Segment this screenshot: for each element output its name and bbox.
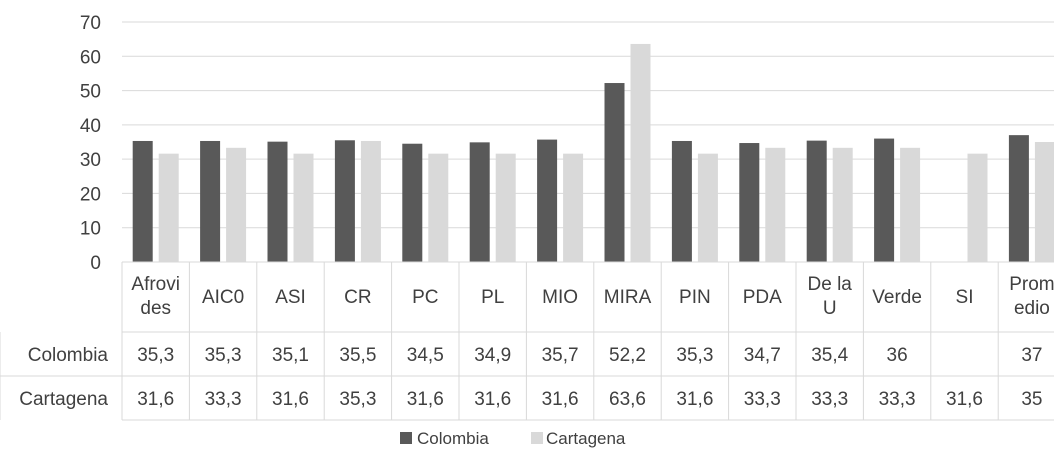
category-label: CR — [344, 287, 371, 308]
bar-colombia — [267, 141, 288, 262]
bar-cartagena — [293, 153, 314, 262]
bar-colombia — [1008, 135, 1029, 262]
table-value: 37 — [1021, 345, 1042, 366]
bar-cartagena — [900, 147, 921, 262]
table-value: 36 — [887, 345, 908, 366]
bar-colombia — [537, 139, 558, 262]
bar-cartagena — [360, 140, 381, 262]
category-label: SI — [956, 287, 974, 308]
y-tick-label: 60 — [80, 47, 101, 68]
table-value: 35,3 — [676, 345, 713, 366]
y-tick-label: 70 — [80, 13, 101, 34]
legend-label-colombia: Colombia — [417, 429, 489, 448]
table-value: 31,6 — [542, 389, 579, 410]
table-value: 34,5 — [407, 345, 444, 366]
category-label: edio — [1014, 298, 1050, 319]
bar-colombia — [200, 140, 221, 262]
category-label: AIC0 — [202, 287, 244, 308]
category-label: De la — [808, 274, 853, 295]
table-value: 35,7 — [542, 345, 579, 366]
table-value: 34,7 — [744, 345, 781, 366]
table-value: 33,3 — [811, 389, 848, 410]
bar-cartagena — [765, 147, 786, 262]
table-value: 35,5 — [339, 345, 376, 366]
bar-colombia — [739, 143, 760, 262]
legend-swatch-cartagena — [531, 432, 543, 444]
category-label: PL — [481, 287, 504, 308]
table-value: 31,6 — [946, 389, 983, 410]
legend-label-cartagena: Cartagena — [546, 429, 626, 448]
category-label: Verde — [872, 287, 922, 308]
table-value: 35,4 — [811, 345, 848, 366]
y-tick-label: 30 — [80, 150, 101, 171]
table-value: 31,6 — [407, 389, 444, 410]
category-label: des — [140, 298, 171, 319]
bar-cartagena — [563, 153, 584, 262]
bar-cartagena — [630, 43, 651, 262]
table-value: 31,6 — [474, 389, 511, 410]
category-label: MIO — [542, 287, 578, 308]
category-label: PC — [412, 287, 438, 308]
table-value: 63,6 — [609, 389, 646, 410]
bar-colombia — [334, 140, 355, 262]
bar-cartagena — [158, 153, 179, 262]
bar-cartagena — [832, 147, 853, 262]
y-tick-label: 40 — [80, 116, 101, 137]
bar-colombia — [402, 143, 423, 262]
table-series-label: Colombia — [28, 345, 109, 366]
table-series-label: Cartagena — [19, 389, 108, 410]
table-value: 35,3 — [137, 345, 174, 366]
bar-colombia — [604, 83, 625, 263]
y-tick-label: 10 — [80, 219, 101, 240]
table-value: 31,6 — [676, 389, 713, 410]
bar-colombia — [132, 140, 153, 262]
table-value: 33,3 — [744, 389, 781, 410]
table-value: 31,6 — [137, 389, 174, 410]
bar-colombia — [874, 138, 895, 262]
category-label: ASI — [275, 287, 306, 308]
table-value: 33,3 — [205, 389, 242, 410]
category-label: Afrovi — [131, 274, 180, 295]
bar-cartagena — [495, 153, 516, 262]
bar-cartagena — [226, 147, 247, 262]
table-value: 35 — [1021, 389, 1042, 410]
bar-colombia — [806, 140, 827, 262]
table-value: 35,3 — [339, 389, 376, 410]
category-label: PIN — [679, 287, 711, 308]
table-value: 34,9 — [474, 345, 511, 366]
table-value: 35,3 — [205, 345, 242, 366]
bar-cartagena — [428, 153, 449, 262]
y-tick-label: 0 — [90, 253, 101, 274]
bar-colombia — [469, 142, 490, 262]
y-tick-label: 50 — [80, 82, 101, 103]
table-value: 31,6 — [272, 389, 309, 410]
category-label: Prom — [1009, 274, 1054, 295]
category-label: PDA — [743, 287, 782, 308]
category-label: U — [823, 298, 837, 319]
y-tick-label: 20 — [80, 184, 101, 205]
category-label: MIRA — [604, 287, 652, 308]
bar-cartagena — [697, 153, 718, 262]
table-value: 33,3 — [879, 389, 916, 410]
table-value: 35,1 — [272, 345, 309, 366]
bar-cartagena — [1034, 142, 1054, 262]
legend-swatch-colombia — [400, 432, 412, 444]
bar-colombia — [671, 140, 692, 262]
bar-cartagena — [967, 153, 988, 262]
table-value: 52,2 — [609, 345, 646, 366]
